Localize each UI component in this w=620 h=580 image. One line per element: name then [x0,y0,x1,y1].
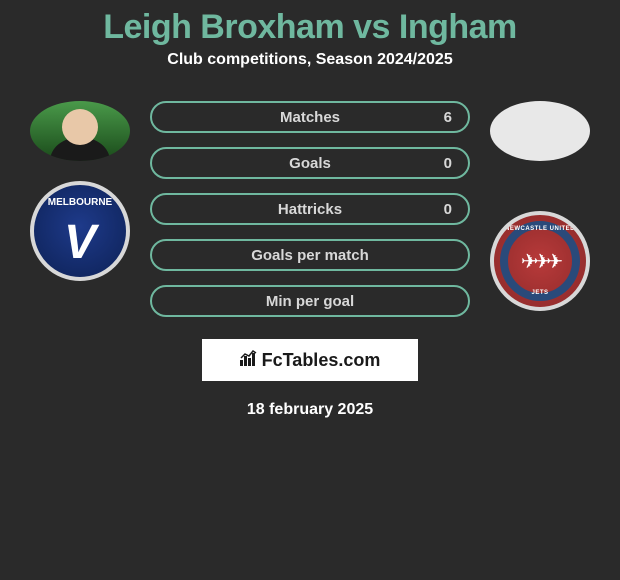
stat-row-goals-per-match: Goals per match [150,239,470,271]
stat-value-right: 6 [444,109,452,126]
stat-label: Min per goal [266,293,354,310]
club-badge-right: NEWCASTLE UNITED ✈✈✈ JETS [490,211,590,311]
avatar-face [62,109,98,145]
stats-column: Matches 6 Goals 0 Hattricks 0 Goals per … [140,101,480,317]
brand-box: FcTables.com [202,339,418,381]
badge-left-text-top: MELBOURNE [48,197,112,208]
date-text: 18 february 2025 [0,401,620,419]
page-subtitle: Club competitions, Season 2024/2025 [0,51,620,69]
stats-infographic: Leigh Broxham vs Ingham Club competition… [0,0,620,419]
stat-label: Hattricks [278,201,342,218]
club-badge-left: MELBOURNE V [30,181,130,281]
main-row: MELBOURNE V Matches 6 Goals 0 Hattricks … [0,101,620,317]
page-title: Leigh Broxham vs Ingham [0,8,620,47]
stat-row-hattricks: Hattricks 0 [150,193,470,225]
chart-icon [240,350,258,371]
stat-value-right: 0 [444,201,452,218]
stat-row-matches: Matches 6 [150,101,470,133]
player-left-avatar [30,101,130,161]
stat-row-min-per-goal: Min per goal [150,285,470,317]
badge-right-text-top: NEWCASTLE UNITED [505,226,575,232]
player-left-column: MELBOURNE V [20,101,140,281]
stat-label: Matches [280,109,340,126]
badge-right-text-bottom: JETS [531,290,548,296]
stat-label: Goals [289,155,331,172]
stat-value-right: 0 [444,155,452,172]
stat-row-goals: Goals 0 [150,147,470,179]
badge-right-mark: ✈✈✈ [521,249,559,274]
brand-text: FcTables.com [262,350,381,371]
player-right-avatar [490,101,590,161]
player-right-column: NEWCASTLE UNITED ✈✈✈ JETS [480,101,600,311]
stat-label: Goals per match [251,247,369,264]
badge-left-mark: V [64,215,96,270]
